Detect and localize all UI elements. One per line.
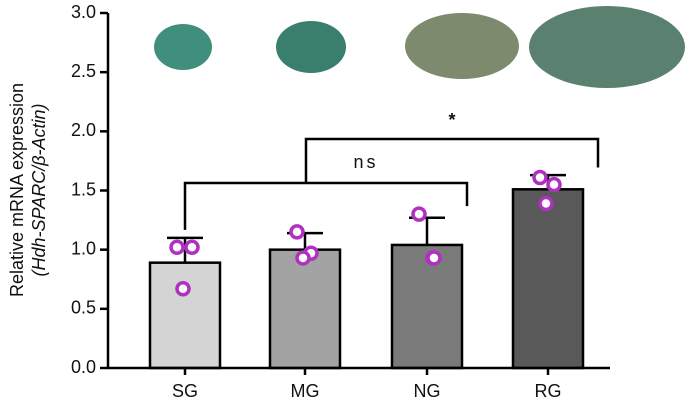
shell-images bbox=[154, 6, 685, 88]
annotation: * bbox=[448, 110, 455, 130]
x-tick-label: NG bbox=[414, 381, 441, 401]
shell-image bbox=[405, 13, 519, 79]
y-tick-label: 2.0 bbox=[71, 120, 96, 140]
data-point bbox=[184, 239, 200, 256]
shell-image bbox=[529, 6, 685, 88]
y-tick-label: 1.0 bbox=[71, 238, 96, 258]
annotation: ns bbox=[353, 152, 378, 172]
data-point bbox=[411, 206, 427, 222]
data-point bbox=[426, 250, 442, 266]
y-axis-label: (Hdh-SPARC/β-Actin) bbox=[29, 104, 49, 277]
data-point bbox=[295, 250, 311, 266]
bar bbox=[268, 248, 342, 370]
x-tick-label: MG bbox=[291, 381, 320, 401]
y-tick-label: 1.5 bbox=[71, 179, 96, 199]
data-point bbox=[538, 195, 554, 212]
shell-image bbox=[276, 21, 346, 73]
data-point bbox=[175, 280, 191, 297]
bar bbox=[390, 243, 464, 370]
y-axis-label: Relative mRNA expression bbox=[7, 83, 27, 297]
y-tick-label: 2.5 bbox=[71, 61, 96, 81]
data-point bbox=[532, 169, 548, 186]
y-tick-label: 3.0 bbox=[71, 2, 96, 22]
shell-image bbox=[154, 24, 212, 70]
y-tick-label: 0.5 bbox=[71, 298, 96, 318]
x-tick-label: SG bbox=[172, 381, 198, 401]
bar bbox=[148, 261, 222, 370]
bracket bbox=[304, 137, 600, 183]
data-point bbox=[169, 239, 185, 256]
data-point bbox=[546, 176, 562, 193]
y-tick-label: 0.0 bbox=[71, 357, 96, 377]
data-point bbox=[289, 224, 305, 240]
x-tick-label: RG bbox=[535, 381, 562, 401]
bracket bbox=[183, 181, 469, 230]
bar bbox=[511, 188, 585, 370]
